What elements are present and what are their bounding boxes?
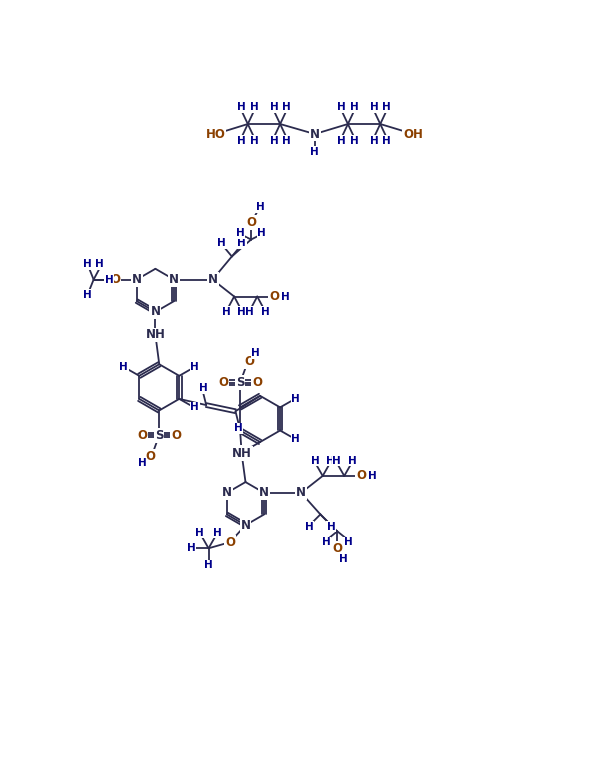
Text: H: H	[368, 471, 376, 481]
Text: O: O	[137, 429, 148, 442]
Text: O: O	[171, 429, 181, 442]
Text: H: H	[195, 528, 204, 538]
Text: O: O	[244, 355, 255, 368]
Text: H: H	[350, 102, 359, 112]
Text: NH: NH	[232, 447, 252, 460]
Text: H: H	[190, 362, 199, 372]
Text: H: H	[251, 348, 260, 358]
Text: H: H	[245, 307, 254, 317]
Text: O: O	[356, 469, 366, 482]
Text: H: H	[291, 434, 300, 444]
Text: O: O	[269, 290, 279, 303]
Text: H: H	[250, 102, 258, 112]
Text: H: H	[338, 136, 346, 146]
Text: O: O	[218, 376, 228, 389]
Text: H: H	[256, 202, 264, 212]
Text: H: H	[240, 445, 249, 455]
Text: H: H	[204, 560, 213, 570]
Text: H: H	[327, 522, 336, 532]
Text: N: N	[132, 273, 141, 286]
Text: H: H	[187, 543, 196, 553]
Text: O: O	[252, 376, 262, 389]
Text: O: O	[246, 216, 256, 229]
Text: H: H	[237, 238, 246, 248]
Text: H: H	[338, 102, 346, 112]
Text: H: H	[311, 455, 319, 465]
Text: H: H	[344, 537, 352, 547]
Text: N: N	[208, 273, 218, 286]
Text: H: H	[382, 102, 391, 112]
Text: N: N	[151, 306, 161, 319]
Text: H: H	[322, 537, 331, 547]
Text: H: H	[237, 102, 246, 112]
Text: H: H	[326, 455, 335, 465]
Text: H: H	[250, 136, 258, 146]
Text: H: H	[222, 307, 231, 317]
Text: S: S	[236, 376, 244, 389]
Text: N: N	[169, 273, 179, 286]
Text: H: H	[237, 136, 246, 146]
Text: H: H	[311, 147, 319, 157]
Text: O: O	[145, 450, 155, 463]
Text: NH: NH	[146, 329, 165, 342]
Text: H: H	[347, 455, 356, 465]
Text: H: H	[261, 307, 269, 317]
Text: H: H	[199, 383, 207, 393]
Text: S: S	[155, 429, 164, 442]
Text: H: H	[280, 292, 289, 302]
Text: H: H	[138, 458, 147, 468]
Text: H: H	[234, 423, 243, 433]
Text: H: H	[305, 522, 314, 532]
Text: H: H	[83, 259, 92, 269]
Text: H: H	[339, 554, 348, 564]
Text: O: O	[332, 542, 343, 555]
Text: H: H	[105, 274, 113, 284]
Text: O: O	[110, 273, 120, 286]
Text: H: H	[269, 102, 279, 112]
Text: H: H	[119, 362, 129, 372]
Text: H: H	[190, 403, 199, 413]
Text: N: N	[222, 487, 232, 500]
Text: N: N	[259, 487, 269, 500]
Text: H: H	[83, 290, 92, 300]
Text: H: H	[213, 528, 222, 538]
Text: H: H	[350, 136, 359, 146]
Text: H: H	[282, 136, 291, 146]
Text: H: H	[282, 102, 291, 112]
Text: H: H	[370, 102, 378, 112]
Text: H: H	[236, 228, 245, 238]
Text: N: N	[296, 487, 306, 500]
Text: H: H	[382, 136, 391, 146]
Text: N: N	[240, 519, 250, 532]
Text: H: H	[332, 455, 341, 465]
Text: H: H	[237, 307, 246, 317]
Text: N: N	[310, 128, 320, 141]
Text: H: H	[218, 238, 226, 248]
Text: H: H	[269, 136, 279, 146]
Text: H: H	[95, 259, 104, 269]
Text: H: H	[258, 228, 266, 238]
Text: O: O	[225, 536, 235, 549]
Text: H: H	[291, 394, 300, 404]
Text: HO: HO	[205, 128, 226, 141]
Text: H: H	[370, 136, 378, 146]
Text: OH: OH	[403, 128, 423, 141]
